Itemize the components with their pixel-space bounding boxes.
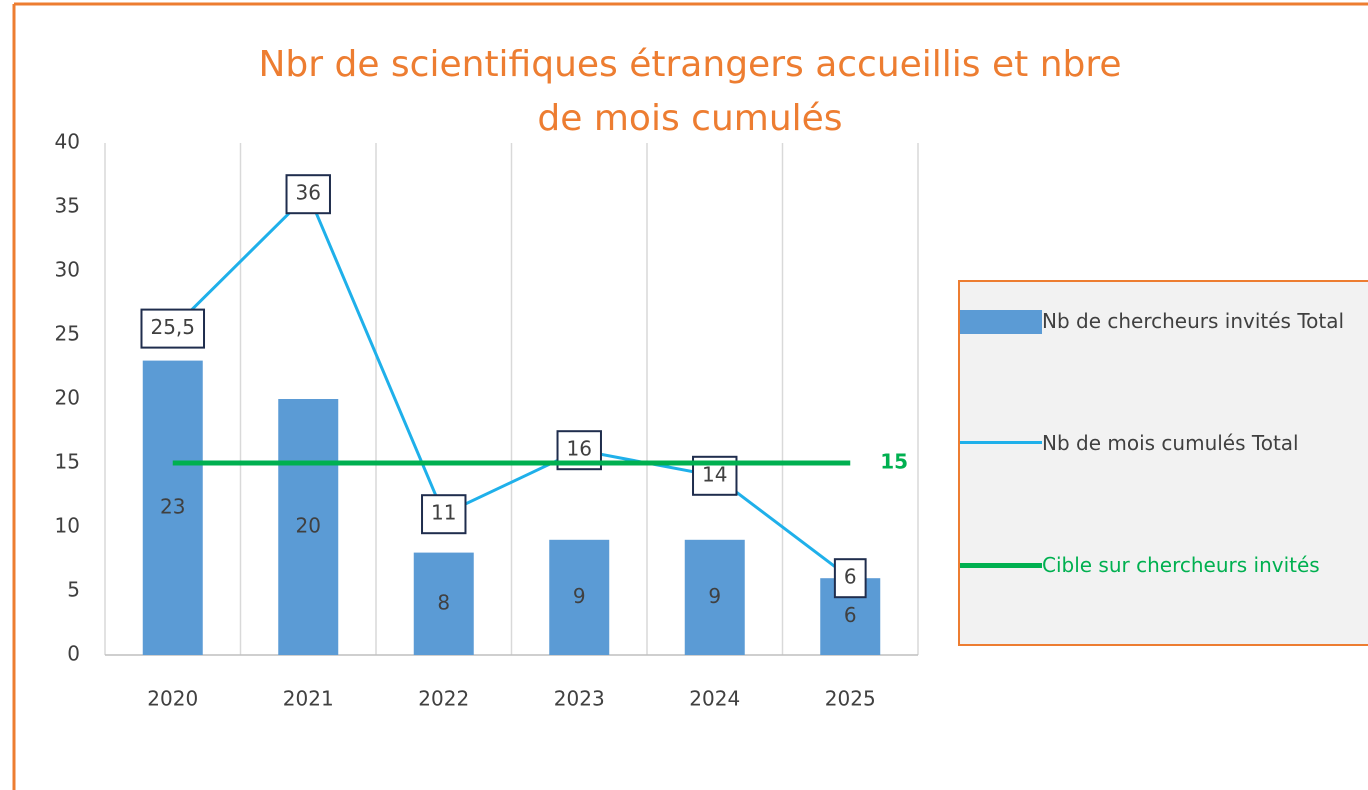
legend-key [960, 304, 1042, 338]
label-box [140, 308, 206, 349]
line-value-label: 25,5 [150, 315, 195, 339]
legend-label: Cible sur chercheurs invités [1042, 553, 1320, 577]
legend: Nb de chercheurs invités Total Nb de mois… [958, 280, 1368, 646]
line-value-label-group: 25,5 [140, 308, 206, 349]
line-value-label: 14 [702, 462, 727, 486]
line-value-label: 11 [431, 501, 456, 525]
bar-value-label: 8 [437, 590, 450, 614]
bar-value-label: 6 [844, 603, 857, 627]
x-tick-label: 2021 [283, 687, 334, 711]
x-tick-label: 2025 [825, 687, 876, 711]
line-value-label: 6 [844, 565, 857, 589]
label-box [833, 558, 867, 599]
y-tick-label: 20 [55, 386, 80, 410]
bar-value-label: 9 [573, 584, 586, 608]
legend-entry: Cible sur chercheurs invités [960, 548, 1362, 582]
line-value-label: 15 [880, 450, 908, 474]
line-value-label-group: 6 [833, 558, 867, 599]
label-box [421, 494, 467, 535]
legend-key [960, 426, 1042, 460]
bar [684, 539, 745, 655]
y-tick-label: 10 [55, 514, 80, 538]
bar [278, 399, 339, 655]
bar [142, 360, 203, 655]
legend-label: Nb de mois cumulés Total [1042, 431, 1299, 455]
bar-value-label: 20 [296, 514, 321, 538]
bar-value-label: 9 [708, 584, 721, 608]
bar [549, 539, 610, 655]
line-value-label-group: 36 [285, 174, 331, 215]
bar-value-label: 23 [160, 494, 185, 518]
x-tick-label: 2022 [418, 687, 469, 711]
line-value-label: 16 [567, 437, 592, 461]
x-tick-label: 2024 [689, 687, 740, 711]
y-tick-label: 5 [67, 578, 80, 602]
y-tick-label: 15 [55, 450, 80, 474]
y-tick-label: 25 [55, 322, 80, 346]
legend-label: Nb de chercheurs invités Total [1042, 309, 1345, 333]
x-tick-label: 2023 [554, 687, 605, 711]
legend-entry: Nb de mois cumulés Total [960, 426, 1362, 460]
line-value-label-group: 11 [421, 494, 467, 535]
y-tick-label: 35 [55, 194, 80, 218]
x-tick-label: 2020 [147, 687, 198, 711]
line-value-label: 36 [296, 181, 321, 205]
legend-entry: Nb de chercheurs invités Total [960, 304, 1362, 338]
y-tick-label: 30 [55, 258, 80, 282]
label-box [285, 174, 331, 215]
y-tick-label: 0 [67, 642, 80, 666]
chart-title: Nbr de scientifiques étrangers accueilli… [258, 44, 1121, 139]
y-tick-label: 40 [55, 130, 80, 154]
legend-key [960, 548, 1042, 582]
bar [413, 552, 474, 655]
